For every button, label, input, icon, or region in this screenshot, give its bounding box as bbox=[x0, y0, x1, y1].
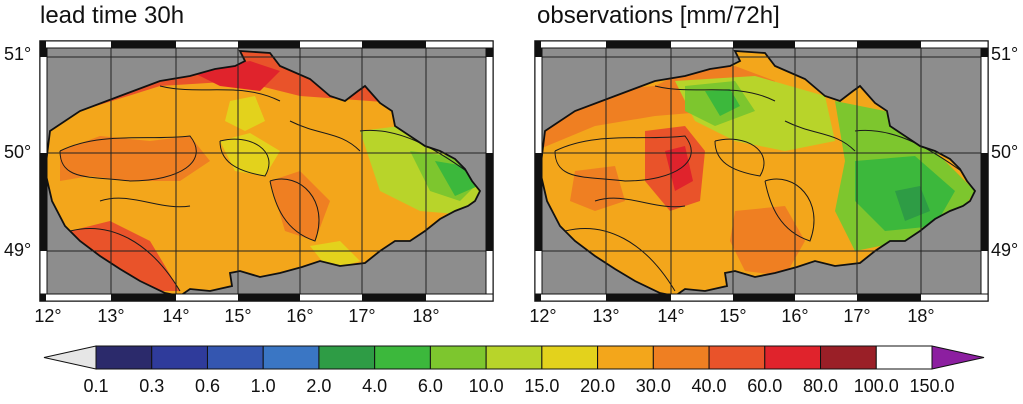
observations-frame bbox=[534, 40, 989, 302]
colorbar-label: 0.6 bbox=[194, 376, 220, 396]
lon-label-18-left: 18° bbox=[412, 306, 440, 326]
colorbar-swatch bbox=[206, 345, 264, 370]
colorbar-label: 100.0 bbox=[853, 376, 899, 396]
colorbar-swatch bbox=[429, 345, 487, 370]
lat-label-50-left: 50° bbox=[4, 142, 32, 162]
colorbar-swatch bbox=[485, 345, 543, 370]
colorbar-label: 30.0 bbox=[635, 376, 671, 396]
lon-label-17-left: 17° bbox=[348, 306, 376, 326]
observations-panel-title: observations [mm/72h] bbox=[537, 2, 780, 29]
colorbar-swatch bbox=[541, 345, 599, 370]
lon-label-16-right: 16° bbox=[781, 306, 809, 326]
colorbar-swatch bbox=[151, 345, 208, 370]
lon-label-14-right: 14° bbox=[657, 306, 685, 326]
colorbar-label: 80.0 bbox=[803, 376, 839, 396]
colorbar-label: 6.0 bbox=[417, 376, 443, 396]
lon-label-16-left: 16° bbox=[286, 306, 314, 326]
colorbar-swatch bbox=[262, 345, 320, 370]
colorbar-swatch bbox=[318, 345, 376, 370]
colorbar-label: 60.0 bbox=[747, 376, 783, 396]
colorbar-swatch bbox=[374, 345, 431, 370]
lat-label-49-right: 49° bbox=[991, 240, 1019, 260]
colorbar-swatch bbox=[95, 345, 153, 370]
lat-label-49-left: 49° bbox=[4, 240, 32, 260]
colorbar-label: 40.0 bbox=[691, 376, 727, 396]
lon-label-15-left: 15° bbox=[224, 306, 252, 326]
lon-label-17-right: 17° bbox=[843, 306, 871, 326]
lat-label-51-left: 51° bbox=[4, 44, 32, 64]
colorbar-swatch bbox=[820, 345, 877, 370]
colorbar-label: 15.0 bbox=[524, 376, 560, 396]
colorbar-label: 4.0 bbox=[362, 376, 388, 396]
lon-label-12-left: 12° bbox=[34, 306, 62, 326]
forecast-map bbox=[39, 40, 494, 302]
colorbar-under-triangle bbox=[43, 345, 97, 370]
lon-label-12-right: 12° bbox=[529, 306, 557, 326]
colorbar-swatch bbox=[652, 345, 710, 370]
colorbar-label: 0.3 bbox=[139, 376, 165, 396]
colorbar bbox=[43, 345, 985, 370]
colorbar-label: 20.0 bbox=[580, 376, 616, 396]
colorbar-swatch bbox=[875, 345, 933, 370]
observations-map bbox=[534, 40, 989, 302]
lon-label-18-right: 18° bbox=[907, 306, 935, 326]
lon-label-13-right: 13° bbox=[592, 306, 620, 326]
lon-label-15-right: 15° bbox=[719, 306, 747, 326]
colorbar-label: 150.0 bbox=[909, 376, 955, 396]
lon-label-14-left: 14° bbox=[162, 306, 190, 326]
lon-label-13-left: 13° bbox=[97, 306, 125, 326]
forecast-frame bbox=[39, 40, 494, 302]
colorbar-label: 10.0 bbox=[468, 376, 504, 396]
colorbar-label: 2.0 bbox=[306, 376, 332, 396]
lat-label-50-right: 50° bbox=[991, 142, 1019, 162]
colorbar-swatch bbox=[597, 345, 654, 370]
colorbar-label: 1.0 bbox=[250, 376, 276, 396]
colorbar-label: 0.1 bbox=[83, 376, 109, 396]
colorbar-over-triangle bbox=[931, 345, 985, 370]
colorbar-swatch bbox=[764, 345, 822, 370]
lat-label-51-right: 51° bbox=[991, 44, 1019, 64]
forecast-panel-title: lead time 30h bbox=[40, 2, 185, 29]
colorbar-swatch bbox=[708, 345, 766, 370]
